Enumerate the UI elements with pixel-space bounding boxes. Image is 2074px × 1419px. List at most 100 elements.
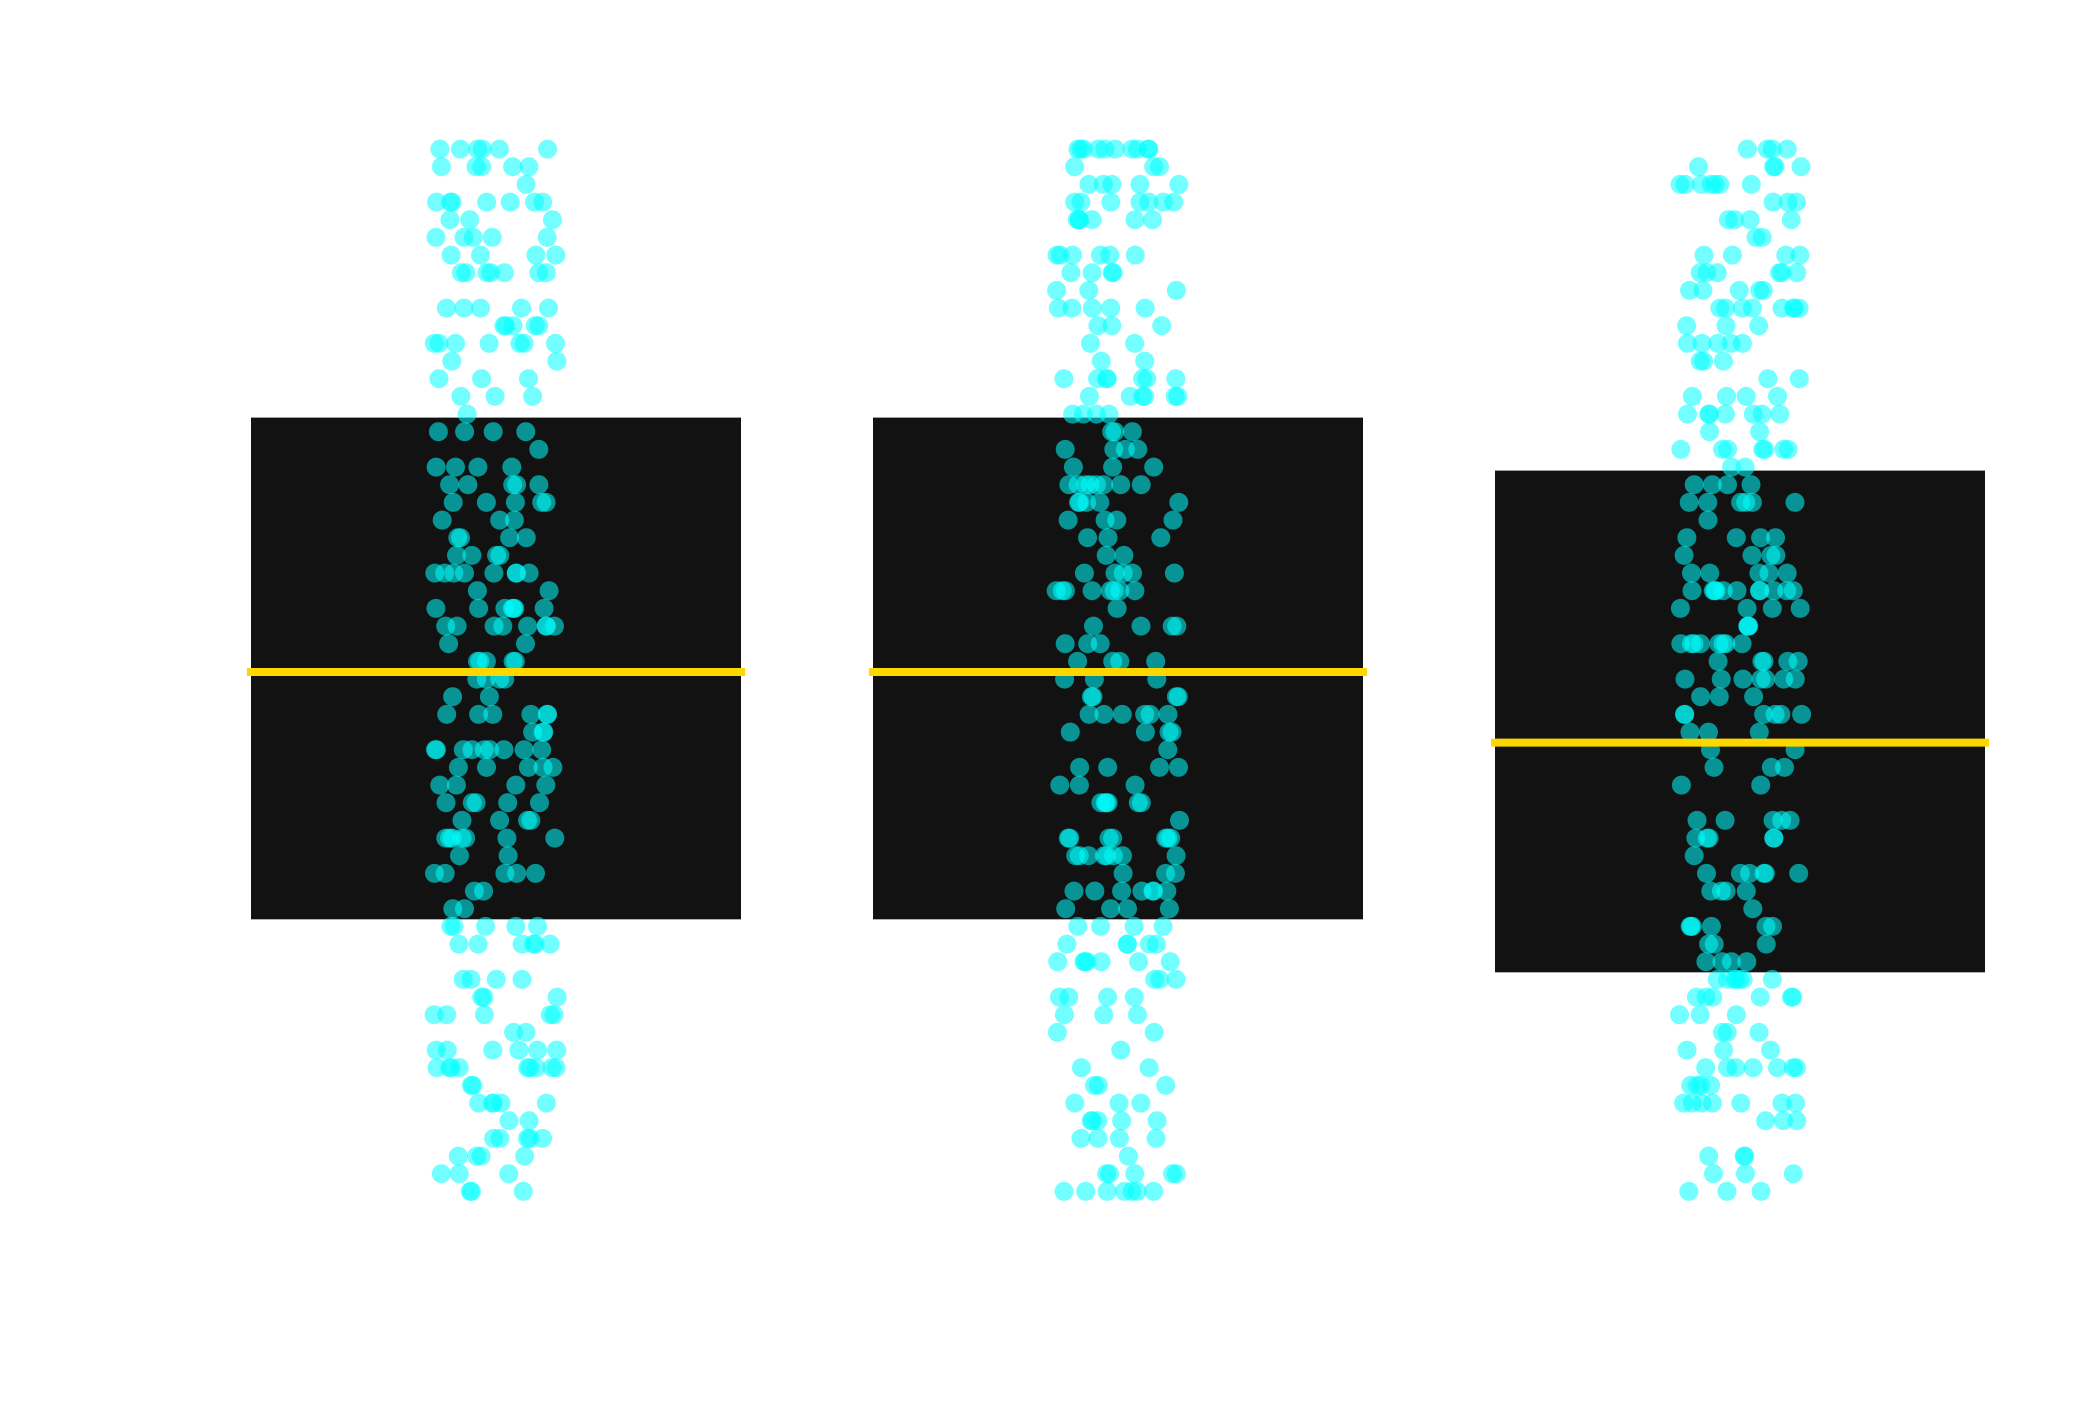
data-point (513, 1181, 533, 1201)
data-point (521, 704, 541, 724)
data-point (1135, 722, 1155, 742)
data-point (1094, 1005, 1114, 1025)
data-point (1783, 1164, 1803, 1184)
data-point (1696, 987, 1716, 1007)
data-point (1674, 545, 1694, 565)
data-point (540, 934, 560, 954)
data-point (519, 157, 539, 177)
data-point (455, 563, 474, 583)
data-point (1727, 581, 1747, 601)
data-point (1781, 210, 1801, 230)
data-point (1091, 952, 1111, 972)
data-point (1115, 439, 1135, 459)
data-point (502, 457, 522, 477)
data-point (547, 987, 567, 1007)
data-point (512, 298, 531, 318)
data-point (467, 581, 487, 601)
data-point (479, 687, 499, 707)
data-point (1103, 651, 1123, 671)
data-point (1166, 1164, 1186, 1184)
data-point (1716, 404, 1735, 424)
data-point (1730, 863, 1750, 883)
data-point (503, 316, 523, 336)
data-point (1094, 704, 1114, 724)
data-point (537, 704, 557, 724)
data-point (1725, 210, 1745, 230)
data-point (1754, 651, 1774, 671)
data-point (1118, 1146, 1138, 1166)
data-point (539, 581, 559, 601)
data-point (1705, 581, 1725, 601)
data-point (516, 422, 536, 442)
data-point (1125, 1164, 1145, 1184)
data-point (1064, 881, 1084, 901)
data-point (449, 934, 469, 954)
data-point (431, 157, 451, 177)
data-point (526, 245, 546, 265)
data-point (509, 1040, 529, 1060)
data-point (1697, 863, 1716, 883)
data-point (1751, 669, 1771, 689)
data-point (1127, 1005, 1147, 1025)
data-point (472, 369, 492, 389)
data-point (515, 1146, 535, 1166)
data-point (1079, 386, 1099, 406)
data-point (1090, 492, 1110, 512)
data-point (1061, 263, 1081, 283)
data-point (1080, 333, 1100, 353)
data-point (1789, 298, 1809, 318)
data-point (1766, 528, 1785, 548)
data-point (1684, 475, 1704, 495)
data-point (1062, 298, 1082, 318)
data-point (1055, 634, 1075, 654)
data-point (1789, 369, 1809, 389)
data-point (1704, 934, 1724, 954)
data-point (427, 1058, 447, 1078)
data-point (1762, 598, 1782, 618)
data-point (1098, 793, 1118, 813)
data-point (1698, 492, 1718, 512)
data-point (498, 846, 518, 866)
data-point (1153, 192, 1173, 212)
data-point (1090, 245, 1110, 265)
data-point (1741, 174, 1761, 194)
data-point (1060, 722, 1080, 742)
data-point (1088, 316, 1108, 336)
data-point (462, 1181, 481, 1201)
data-point (1109, 1093, 1129, 1113)
data-point (1112, 1111, 1132, 1131)
data-point (1088, 1075, 1108, 1095)
data-point (1103, 457, 1123, 477)
data-point (1700, 563, 1720, 583)
data-point (497, 828, 517, 848)
data-point (1132, 881, 1152, 901)
data-point (441, 245, 461, 265)
data-point (483, 1093, 503, 1113)
data-point (477, 192, 497, 212)
data-point (1169, 174, 1189, 194)
data-point (1790, 245, 1810, 265)
data-point (525, 192, 544, 212)
data-point (1677, 528, 1697, 548)
data-point (1736, 881, 1756, 901)
data-point (1084, 616, 1103, 636)
data-point (435, 563, 455, 583)
data-point (1101, 192, 1121, 212)
data-point (1125, 210, 1145, 230)
data-point (1675, 704, 1694, 724)
data-point (460, 210, 480, 230)
data-point (534, 598, 554, 618)
data-point (1777, 139, 1797, 159)
data-point (1708, 651, 1728, 671)
data-point (1722, 457, 1742, 477)
data-point (1163, 510, 1183, 530)
data-point (1704, 757, 1724, 777)
data-point (1677, 333, 1697, 353)
data-point (476, 916, 495, 936)
data-point (1749, 316, 1769, 336)
data-point (1113, 863, 1133, 883)
data-point (1712, 1022, 1732, 1042)
data-point (455, 899, 474, 919)
data-point (1778, 192, 1798, 212)
data-point (1709, 634, 1729, 654)
